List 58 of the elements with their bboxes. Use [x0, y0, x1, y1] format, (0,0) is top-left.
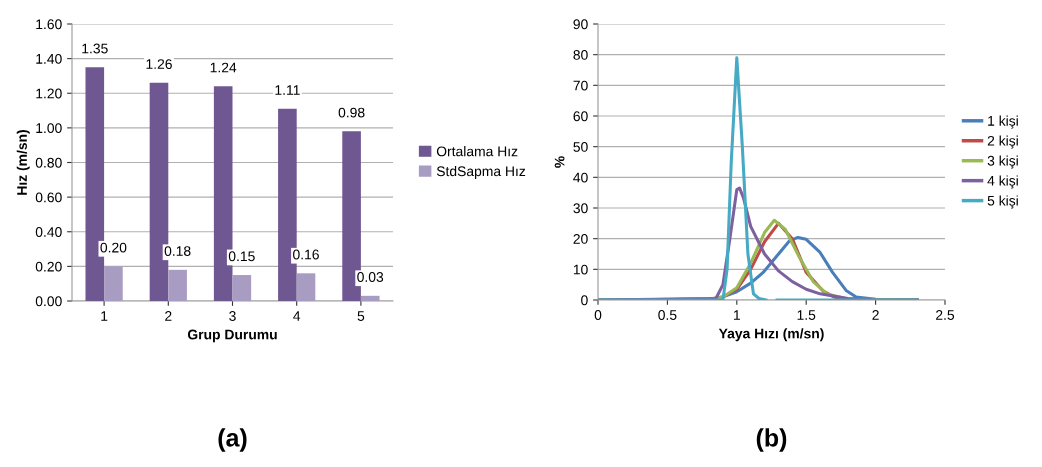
data-label: 0.18 [164, 246, 191, 256]
y-tick-label: 0 [581, 295, 588, 306]
text: (b) [756, 428, 787, 452]
y-tick-label: 90 [573, 19, 588, 30]
legend-label: 2 kişi [987, 135, 1018, 149]
bar [168, 269, 187, 301]
legend-label: 3 kişi [987, 155, 1018, 169]
y-tick-label: 10 [573, 264, 588, 275]
y-tick-label: 30 [573, 203, 588, 214]
y-axis-title: Hız (m/sn) [16, 130, 30, 195]
y-tick-label: 1.00 [36, 123, 62, 134]
x-axis-title: Grup Durumu [187, 329, 277, 343]
x-tick-label: 0 [594, 310, 602, 320]
y-tick-label: 50 [573, 142, 588, 152]
y-tick-label: 0.00 [35, 296, 62, 307]
x-tick-label: 1.5 [797, 310, 816, 320]
legend-label: 4 kişi [987, 175, 1018, 189]
y-tick-label: 1.40 [36, 53, 62, 64]
y-tick-label: 0.40 [35, 227, 62, 237]
bar [232, 275, 252, 301]
data-label: 1.11 [275, 85, 300, 95]
y-axis-title: % [554, 156, 565, 168]
legend-label: 1 kişi [988, 115, 1018, 129]
x-tick-label: 2 [872, 310, 879, 320]
x-tick-label: 2.5 [936, 310, 955, 320]
x-tick-label: 0.5 [658, 310, 677, 320]
bar [104, 266, 123, 301]
y-tick-label: 70 [573, 80, 588, 91]
y-tick-label: 0.80 [35, 157, 62, 168]
y-tick-label: 80 [573, 50, 588, 60]
data-label: 1.26 [146, 59, 172, 70]
data-label: 1.24 [210, 62, 237, 73]
data-label: 0.03 [357, 272, 384, 282]
x-axis-title: Yaya Hızı (m/sn) [718, 328, 824, 342]
x-tick-label: 3 [229, 311, 236, 321]
bar [296, 273, 316, 301]
data-label: 0.16 [293, 249, 319, 260]
x-tick-label: 4 [293, 311, 301, 321]
y-tick-label: 1.60 [36, 19, 62, 30]
x-tick-label: 2 [165, 311, 172, 321]
data-label: 1.35 [82, 43, 108, 54]
y-tick-label: 20 [573, 234, 588, 244]
y-tick-label: 40 [573, 172, 588, 183]
text: (a) [218, 428, 247, 452]
legend-label: StdSapma Hız [436, 165, 526, 179]
data-label: 0.98 [338, 107, 365, 118]
y-tick-label: 60 [573, 111, 588, 122]
legend-label: 5 kişi [987, 195, 1018, 209]
bar [360, 295, 380, 301]
data-label: 0.15 [228, 251, 255, 262]
y-tick-label: 0.60 [35, 192, 62, 203]
y-tick-label: 0.20 [35, 261, 62, 272]
y-tick-label: 1.20 [36, 88, 62, 99]
data-label: 0.20 [100, 242, 127, 253]
legend-label: Ortalama Hız [436, 146, 518, 157]
x-tick-label: 5 [357, 311, 365, 321]
x-tick-label: 1 [101, 311, 108, 321]
x-tick-label: 1 [734, 310, 740, 320]
